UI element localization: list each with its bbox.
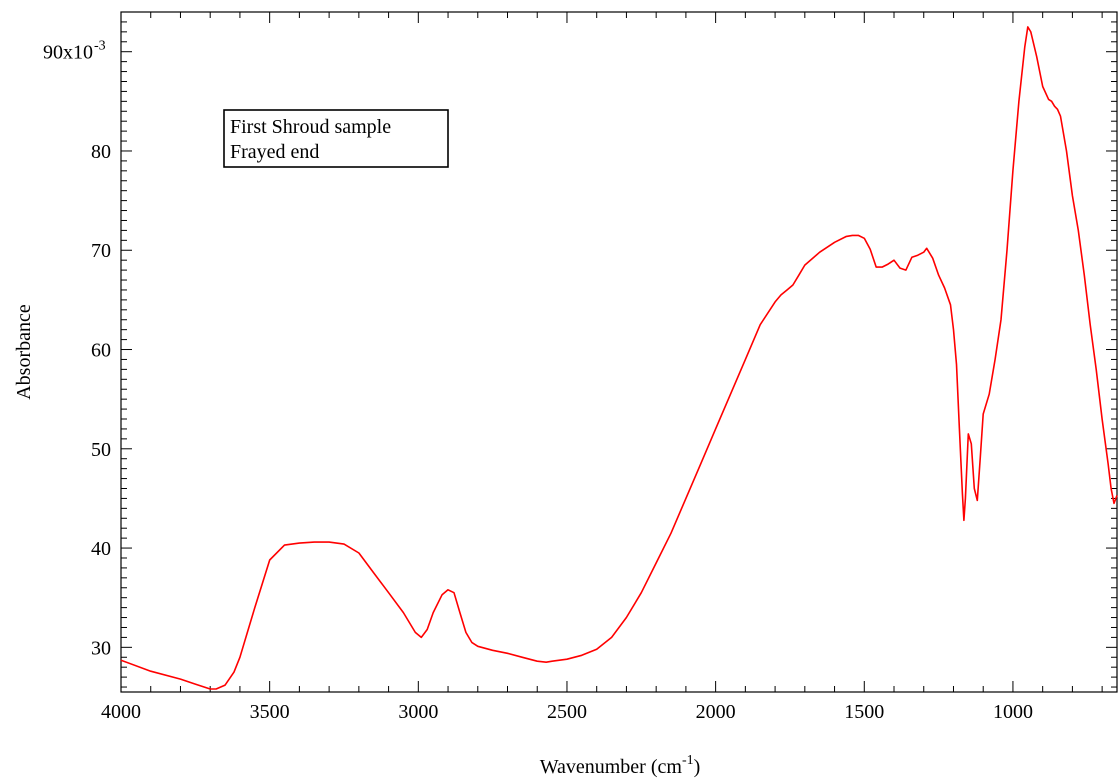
axis-ticks: 4000 3500 3000 2500 2000 1500 1000 30 40 50 60 70 80… (43, 12, 1117, 723)
series-line (120, 26, 1118, 690)
x-tick-label: 3000 (398, 701, 438, 723)
x-axis-title-sup: -1 (682, 753, 694, 768)
legend: First Shroud sample Frayed end (223, 109, 449, 168)
x-tick-label: 3500 (250, 701, 290, 723)
legend-line-1: First Shroud sample (230, 116, 391, 138)
x-tick-label: 4000 (101, 701, 141, 723)
x-tick-label: 1500 (844, 701, 884, 723)
x-axis-title-main: Wavenumber (cm (540, 756, 683, 778)
series-layer (120, 26, 1118, 690)
x-tick-label: 2000 (696, 701, 736, 723)
x-axis-title: Wavenumber (cm-1) (540, 753, 701, 778)
y-tick-label: 80 (91, 141, 111, 163)
y-tick-label: 70 (91, 240, 111, 262)
x-tick-label: 1000 (993, 701, 1033, 723)
y-tick-label: 40 (91, 538, 111, 560)
y-tick-label: 30 (91, 637, 111, 659)
x-tick-label: 2500 (547, 701, 587, 723)
legend-line-2: Frayed end (230, 141, 319, 163)
y-tick-label: 50 (91, 439, 111, 461)
y-axis-title: Absorbance (13, 304, 35, 400)
y-tick-label: 60 (91, 340, 111, 362)
plot-frame (120, 11, 1118, 693)
x-axis-title-close: ) (694, 756, 701, 778)
y-tick-label: 90x10 (43, 42, 93, 64)
legend-box (223, 109, 449, 168)
y-tick-exponent: -3 (94, 39, 106, 54)
